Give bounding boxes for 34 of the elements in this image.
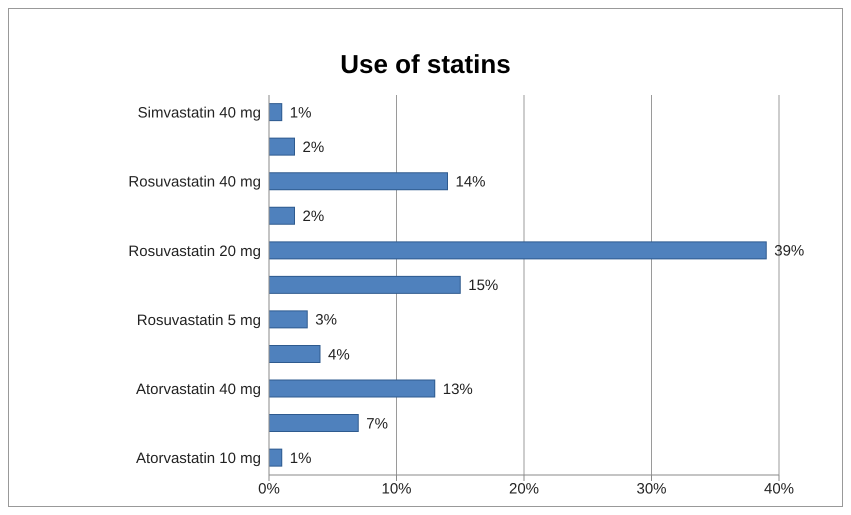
bar — [269, 172, 448, 190]
x-tick-label: 30% — [636, 480, 667, 498]
data-label: 2% — [302, 139, 324, 156]
bar — [269, 138, 295, 156]
data-label: 1% — [290, 450, 312, 467]
data-label: 3% — [315, 312, 337, 329]
data-label: 1% — [290, 104, 312, 122]
y-tick-label: Rosuvastatin 5 mg — [136, 312, 261, 329]
y-tick-label: Simvastatin 40 mg — [138, 104, 261, 122]
y-tick-label: Rosuvastatin 20 mg — [128, 242, 261, 260]
y-tick-label: Rosuvastatin 40 mg — [128, 174, 261, 191]
bar — [269, 380, 436, 398]
x-tick-label: 0% — [258, 480, 280, 498]
data-label: 13% — [442, 380, 473, 398]
bar — [269, 241, 767, 260]
data-label: 7% — [366, 415, 388, 432]
y-tick-label: Atorvastatin 40 mg — [136, 380, 261, 398]
bar — [269, 276, 461, 294]
bar — [269, 206, 295, 225]
bar — [269, 103, 282, 122]
x-tick-label: 20% — [508, 480, 540, 498]
bar — [269, 344, 320, 363]
chart-title: Use of statins — [339, 49, 512, 80]
data-label: 14% — [456, 174, 486, 191]
bar — [269, 414, 359, 432]
data-label: 4% — [328, 346, 350, 364]
bar — [269, 448, 282, 467]
bar — [269, 310, 308, 328]
x-tick-label: 10% — [381, 480, 412, 498]
data-label: 39% — [774, 242, 804, 260]
data-label: 15% — [468, 277, 498, 294]
x-tick-label: 40% — [764, 480, 794, 498]
y-tick-label: Atorvastatin 10 mg — [136, 450, 261, 468]
data-label: 2% — [302, 208, 324, 226]
